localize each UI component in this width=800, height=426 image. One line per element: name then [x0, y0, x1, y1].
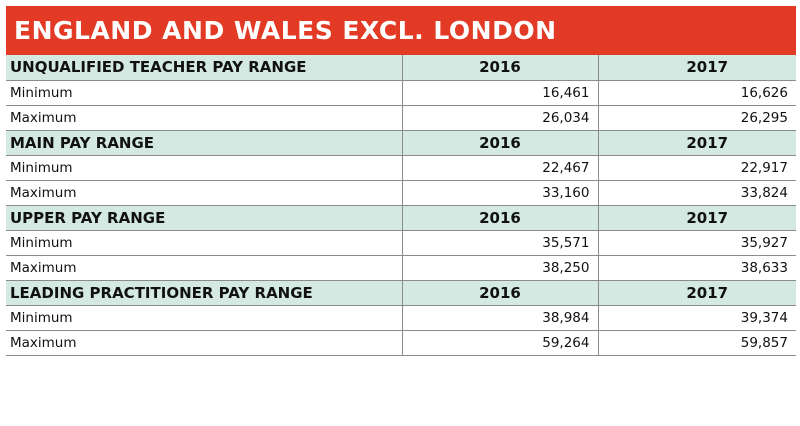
year-2016-header: 2016: [402, 130, 599, 156]
year-2016-header: 2016: [402, 205, 599, 231]
year-2016-header: 2016: [402, 280, 599, 306]
value-2017: 16,626: [598, 80, 796, 106]
table-title: ENGLAND AND WALES EXCL. LONDON: [6, 6, 796, 55]
row-label: Minimum: [6, 230, 403, 256]
year-2017-header: 2017: [598, 280, 796, 306]
value-2016: 33,160: [402, 180, 599, 206]
pay-range-table: UNQUALIFIED TEACHER PAY RANGE 2016 2017 …: [6, 55, 796, 356]
table-row: Minimum 22,467 22,917: [6, 155, 796, 181]
section-header-upper: UPPER PAY RANGE 2016 2017: [6, 205, 796, 231]
section-heading: LEADING PRACTITIONER PAY RANGE: [6, 280, 403, 306]
row-label: Maximum: [6, 255, 403, 281]
value-2017: 22,917: [598, 155, 796, 181]
year-2017-header: 2017: [598, 130, 796, 156]
table-row: Maximum 33,160 33,824: [6, 180, 796, 206]
section-heading: MAIN PAY RANGE: [6, 130, 403, 156]
value-2016: 59,264: [402, 330, 599, 356]
year-2017-header: 2017: [598, 205, 796, 231]
table-row: Maximum 38,250 38,633: [6, 255, 796, 281]
table-row: Maximum 59,264 59,857: [6, 330, 796, 356]
section-header-main: MAIN PAY RANGE 2016 2017: [6, 130, 796, 156]
value-2017: 35,927: [598, 230, 796, 256]
pay-table-panel: ENGLAND AND WALES EXCL. LONDON UNQUALIFI…: [6, 6, 796, 356]
row-label: Maximum: [6, 180, 403, 206]
section-header-unqualified: UNQUALIFIED TEACHER PAY RANGE 2016 2017: [6, 55, 796, 81]
value-2016: 38,250: [402, 255, 599, 281]
row-label: Maximum: [6, 105, 403, 131]
table-row: Minimum 35,571 35,927: [6, 230, 796, 256]
value-2017: 26,295: [598, 105, 796, 131]
row-label: Minimum: [6, 155, 403, 181]
value-2017: 39,374: [598, 305, 796, 331]
value-2017: 38,633: [598, 255, 796, 281]
year-2016-header: 2016: [402, 55, 599, 81]
row-label: Minimum: [6, 305, 403, 331]
row-label: Maximum: [6, 330, 403, 356]
table-row: Minimum 38,984 39,374: [6, 305, 796, 331]
table-row: Maximum 26,034 26,295: [6, 105, 796, 131]
value-2016: 38,984: [402, 305, 599, 331]
row-label: Minimum: [6, 80, 403, 106]
section-heading: UNQUALIFIED TEACHER PAY RANGE: [6, 55, 403, 81]
table-row: Minimum 16,461 16,626: [6, 80, 796, 106]
section-heading: UPPER PAY RANGE: [6, 205, 403, 231]
value-2017: 33,824: [598, 180, 796, 206]
value-2016: 16,461: [402, 80, 599, 106]
value-2016: 26,034: [402, 105, 599, 131]
value-2016: 22,467: [402, 155, 599, 181]
section-header-leading-practitioner: LEADING PRACTITIONER PAY RANGE 2016 2017: [6, 280, 796, 306]
value-2016: 35,571: [402, 230, 599, 256]
value-2017: 59,857: [598, 330, 796, 356]
year-2017-header: 2017: [598, 55, 796, 81]
